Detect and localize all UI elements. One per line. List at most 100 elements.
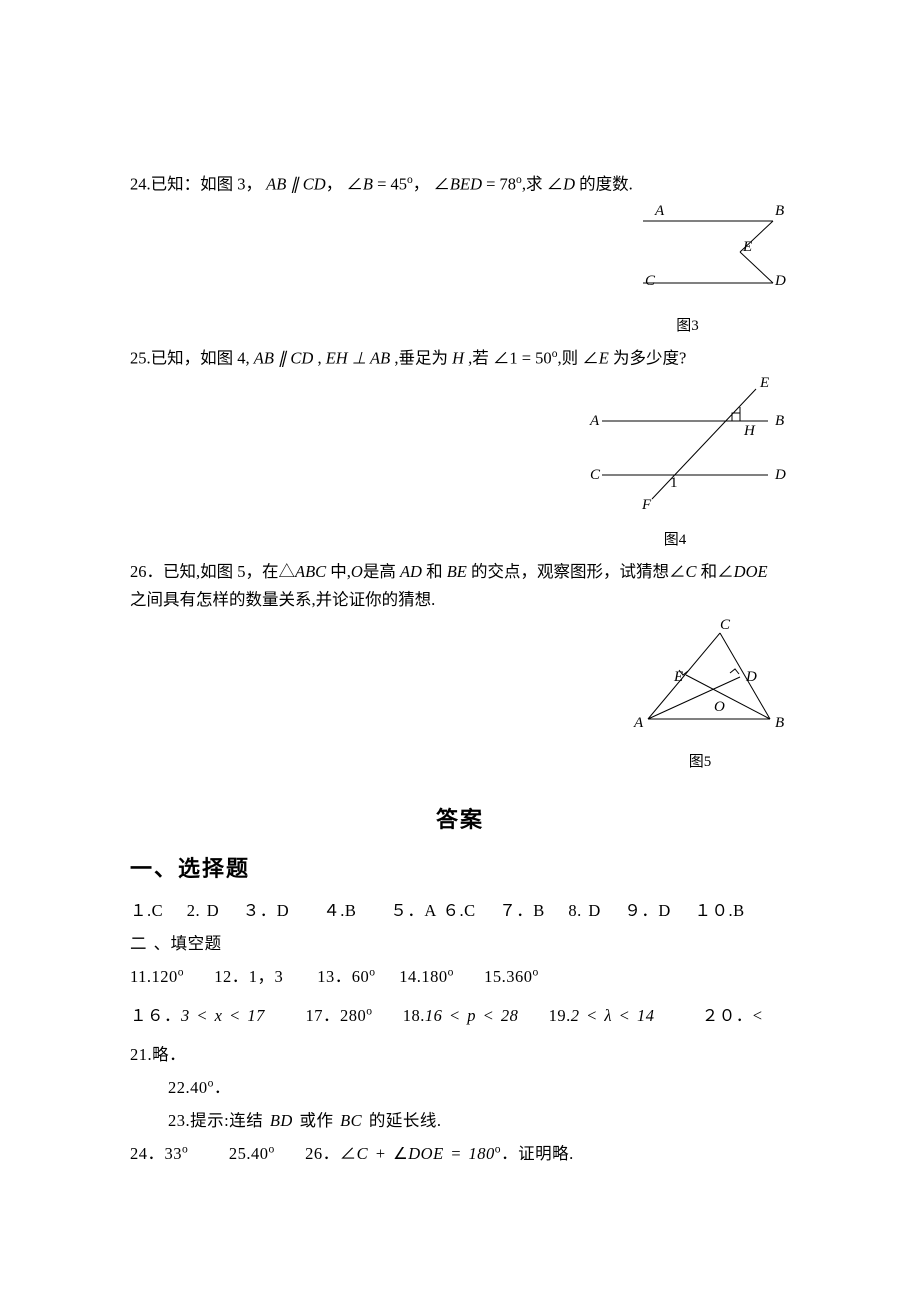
- p25-tb: ,垂足为: [390, 348, 448, 367]
- p24-tc: 的度数.: [575, 175, 633, 194]
- svg-text:E: E: [742, 239, 752, 255]
- p24-e4p: ∠: [547, 175, 564, 194]
- p24-e3e: = 78: [482, 175, 516, 194]
- figure-3: ABCDE: [625, 203, 790, 303]
- a11d: o: [178, 967, 184, 979]
- p25-e3p: ∠: [493, 348, 510, 367]
- p24-tb: ,求: [522, 175, 543, 194]
- answer-23: 23.提示:连结 BD 或作 BC 的延长线.: [168, 1104, 790, 1137]
- figure-4-wrap: ABCDEFH1 图4: [130, 377, 790, 551]
- p24-e4v: D: [563, 175, 575, 194]
- p26-and: 和: [697, 562, 718, 581]
- p24-ta: 已知：如图 3，: [151, 175, 262, 194]
- a23bd: BD: [270, 1111, 293, 1130]
- p24-expr1: AB ∥ CD: [266, 175, 326, 194]
- p25-td: ,则: [557, 348, 578, 367]
- a13v: 60: [352, 967, 370, 986]
- p26-ta: 已知,如图 5，在: [163, 562, 279, 581]
- p24-e3p: ∠: [433, 175, 450, 194]
- answer-24-26: 24．33o 25.40o 26．∠C + ∠DOE = 180o．证明略.: [130, 1137, 790, 1170]
- a14l: 14.: [382, 967, 421, 986]
- a23a: 23.提示:连结: [168, 1111, 270, 1130]
- p26-e2v: C: [686, 562, 697, 581]
- svg-text:B: B: [775, 413, 784, 429]
- p26-AD: AD: [400, 562, 426, 581]
- a20: ２０．<: [661, 1006, 762, 1025]
- p24-c1: ，: [326, 175, 343, 194]
- problem-24-text: 24.已知：如图 3， AB ∥ CD， ∠B = 45o， ∠BED = 78…: [130, 170, 790, 199]
- svg-text:C: C: [590, 467, 601, 483]
- a17d: o: [366, 1006, 372, 1018]
- a19v: 2 < λ < 14: [571, 1006, 655, 1025]
- p25-c1: ,: [313, 348, 321, 367]
- p26-BE: BE: [447, 562, 471, 581]
- svg-text:E: E: [673, 669, 683, 685]
- fill-blank-line-1: 11.120o 12．1，3 13．60o 14.180o 15.360o: [130, 960, 790, 993]
- p26-tri: △: [279, 562, 296, 581]
- a26p2: ∠: [393, 1144, 408, 1163]
- a23bc: BC: [340, 1111, 362, 1130]
- p25-te: 为多少度?: [609, 348, 686, 367]
- p26-te: 的交点，观察图形，试猜想: [471, 562, 669, 581]
- figure-5-wrap: ABCDEO 图5: [130, 619, 790, 773]
- a11l: 11.: [130, 967, 152, 986]
- p25-e2: EH ⊥ AB: [326, 348, 390, 367]
- p26-tc: 是高: [363, 562, 400, 581]
- a23b: 或作: [293, 1111, 340, 1130]
- figure-3-wrap: ABCDE 图3: [130, 203, 790, 337]
- p26-e2p: ∠: [669, 562, 686, 581]
- a12-13: 12．1，3 13．: [191, 967, 352, 986]
- svg-text:D: D: [745, 669, 757, 685]
- svg-text:A: A: [633, 715, 644, 731]
- svg-text:B: B: [775, 715, 784, 731]
- figure-5: ABCDEO: [630, 619, 790, 739]
- a14d: o: [448, 967, 454, 979]
- svg-text:D: D: [774, 467, 786, 483]
- problem-26-text: 26．已知,如图 5，在△ABC 中,O是高 AD 和 BE 的交点，观察图形，…: [130, 558, 790, 616]
- label-24: 24.: [130, 175, 151, 194]
- p26-td: 和: [426, 562, 447, 581]
- label-25: 25.: [130, 348, 151, 367]
- a19l: 19.: [525, 1006, 571, 1025]
- p24-e2v: B: [363, 175, 373, 194]
- p24-c2: ，: [413, 175, 430, 194]
- svg-text:E: E: [759, 377, 769, 391]
- section-2-header: 二 、填空题: [130, 927, 790, 960]
- a17v: 280: [340, 1006, 366, 1025]
- p26-O: O: [351, 562, 363, 581]
- a22v: 40: [190, 1078, 208, 1097]
- svg-text:D: D: [774, 273, 786, 289]
- a26a: C +: [357, 1144, 393, 1163]
- figure-3-caption: 图3: [605, 314, 780, 338]
- label-26: 26．: [130, 562, 163, 581]
- figure-4-caption: 图4: [510, 528, 780, 552]
- problem-25: 25.已知，如图 4, AB ∥ CD , EH ⊥ AB ,垂足为 H ,若 …: [130, 344, 790, 552]
- section-1-header: 一、选择题: [130, 851, 790, 886]
- a25d: o: [269, 1144, 275, 1156]
- a26p1: ∠: [340, 1144, 357, 1163]
- fill-blank-line-2: １６．3 < x < 17 17．280o 18.16 < p < 28 19.…: [130, 999, 790, 1032]
- p25-e1: AB ∥ CD: [254, 348, 314, 367]
- svg-text:H: H: [743, 423, 756, 439]
- answer-22: 22.40o．: [168, 1071, 790, 1104]
- a26l: 26．: [281, 1144, 339, 1163]
- p26-tf: 之间具有怎样的数量关系,并论证你的猜想.: [130, 590, 435, 609]
- p24-e2p: ∠: [346, 175, 363, 194]
- a16v: 3 < x < 17: [181, 1006, 265, 1025]
- a18l: 18.: [379, 1006, 425, 1025]
- answers-title: 答案: [130, 802, 790, 837]
- a13d: o: [369, 967, 375, 979]
- a16l: １６．: [130, 1006, 181, 1025]
- p26-abc: ABC: [295, 562, 326, 581]
- a18v: 16 < p < 28: [425, 1006, 519, 1025]
- p26-e3v: DOE: [734, 562, 768, 581]
- p26-tb: 中,: [326, 562, 351, 581]
- a23c: 的延长线.: [362, 1111, 441, 1130]
- a15l: 15.: [460, 967, 506, 986]
- p25-e4v: E: [599, 348, 609, 367]
- a15v: 360: [506, 967, 532, 986]
- figure-4: ABCDEFH1: [580, 377, 790, 517]
- svg-text:C: C: [720, 619, 731, 633]
- p24-e2e: = 45: [373, 175, 407, 194]
- svg-text:C: C: [645, 273, 656, 289]
